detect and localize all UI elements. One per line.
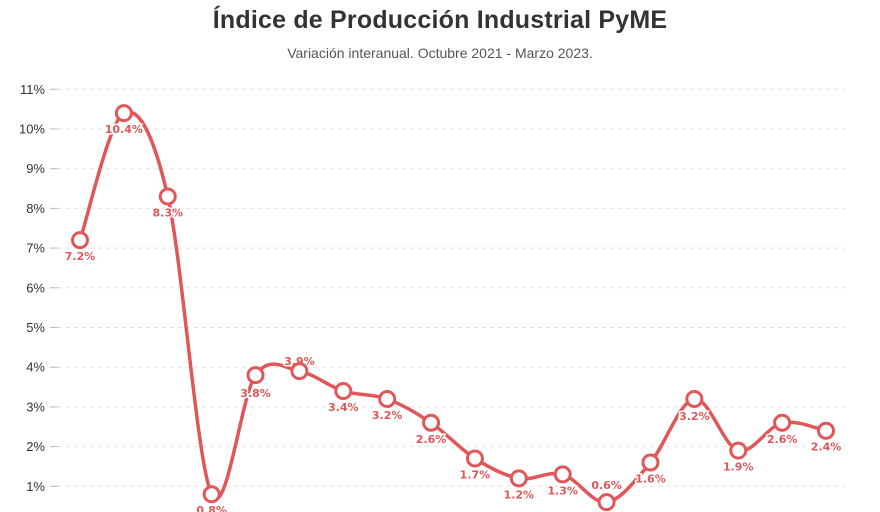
data-label: 2.6% bbox=[767, 433, 798, 446]
data-label: 1.2% bbox=[504, 488, 535, 501]
y-tick-label: 4% bbox=[26, 360, 45, 375]
data-label: 2.4% bbox=[811, 441, 842, 454]
data-point[interactable] bbox=[773, 413, 792, 432]
data-label: 3.2% bbox=[372, 409, 403, 422]
chart-title: Índice de Producción Industrial PyME bbox=[212, 6, 668, 34]
data-label: 7.2% bbox=[65, 250, 96, 263]
data-point[interactable] bbox=[729, 441, 748, 460]
grid-lines bbox=[50, 88, 845, 487]
data-label: 1.7% bbox=[460, 469, 491, 482]
y-tick-label: 10% bbox=[19, 122, 45, 137]
data-label: 0.8% bbox=[196, 504, 227, 512]
data-point[interactable] bbox=[597, 493, 616, 512]
data-label: 3.2% bbox=[679, 410, 710, 423]
y-tick-label: 2% bbox=[26, 439, 45, 454]
data-point[interactable] bbox=[641, 453, 660, 472]
data-point[interactable] bbox=[817, 421, 835, 440]
data-label: 2.6% bbox=[416, 433, 447, 446]
data-point[interactable] bbox=[378, 389, 397, 408]
data-points bbox=[71, 104, 835, 512]
y-axis-ticks: 1% 2% 3% 4% 5% 6% 7% 8% 9% 10% 11% bbox=[19, 82, 58, 494]
series-line bbox=[78, 110, 828, 504]
y-tick-label: 7% bbox=[26, 241, 45, 256]
y-tick-label: 8% bbox=[26, 201, 45, 216]
y-tick-label: 9% bbox=[26, 161, 45, 176]
data-label: 3.4% bbox=[328, 401, 359, 414]
y-tick-label: 6% bbox=[26, 280, 45, 295]
data-point[interactable] bbox=[202, 485, 221, 504]
data-label: 3.9% bbox=[284, 355, 315, 368]
data-point[interactable] bbox=[685, 389, 704, 408]
data-label: 8.3% bbox=[153, 206, 184, 219]
data-point[interactable] bbox=[158, 187, 177, 206]
y-tick-label: 11% bbox=[20, 82, 45, 97]
y-tick-label: 5% bbox=[26, 320, 45, 335]
data-labels: 7.2% 10.4% 8.3% 0.8% 3.8% 3.9% 3.4% 3.2% 2.6% 1.7… bbox=[63, 122, 843, 512]
data-point[interactable] bbox=[422, 413, 441, 432]
data-point[interactable] bbox=[509, 469, 528, 488]
chart-subtitle: Variación interanual. Octubre 2021 - Mar… bbox=[287, 45, 593, 61]
data-point[interactable] bbox=[71, 231, 89, 250]
y-tick-label: 3% bbox=[26, 399, 45, 414]
data-label: 1.6% bbox=[635, 472, 666, 485]
data-label: 3.8% bbox=[240, 387, 271, 400]
data-point[interactable] bbox=[334, 382, 353, 401]
data-point[interactable] bbox=[114, 104, 133, 123]
data-point[interactable] bbox=[553, 465, 572, 484]
data-point[interactable] bbox=[465, 449, 484, 468]
data-point[interactable] bbox=[246, 366, 265, 385]
data-label: 1.9% bbox=[723, 461, 754, 474]
data-point[interactable] bbox=[290, 362, 309, 381]
data-label: 10.4% bbox=[105, 123, 143, 136]
data-label: 1.3% bbox=[547, 484, 578, 497]
y-tick-label: 1% bbox=[26, 479, 45, 494]
data-label: 0.6% bbox=[591, 479, 622, 492]
